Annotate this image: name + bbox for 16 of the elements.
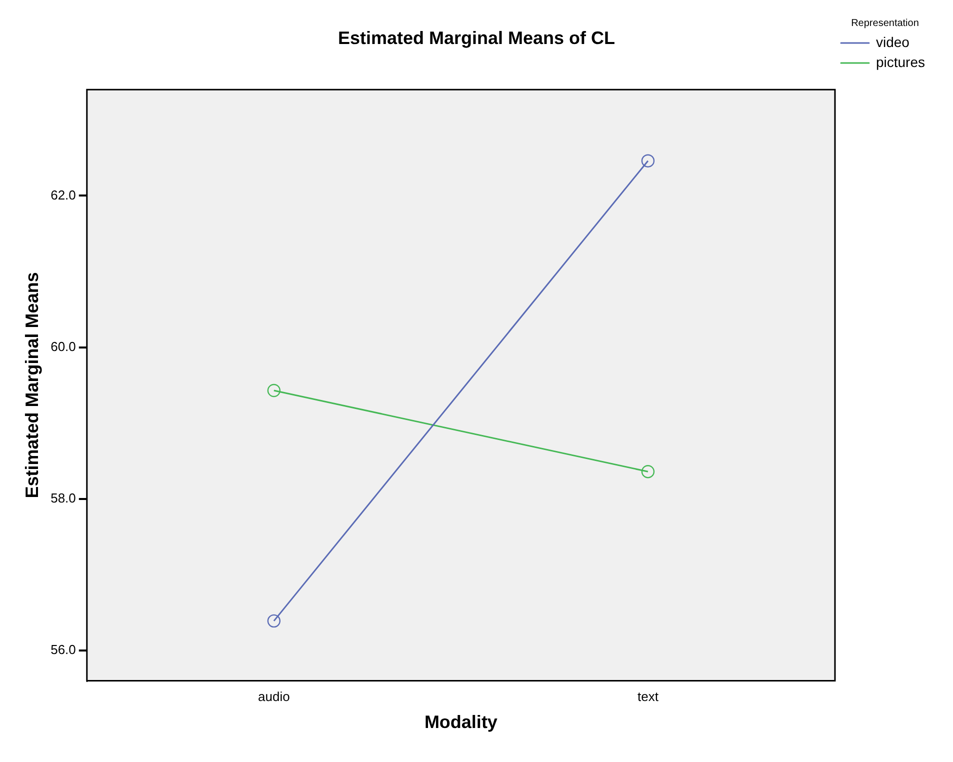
y-tick-label: 56.0 (50, 642, 76, 658)
legend-title: Representation (851, 18, 919, 29)
y-axis-title: Estimated Marginal Means (22, 272, 42, 498)
legend-label: video (876, 34, 910, 50)
point (267, 384, 281, 398)
x-axis-title: Modality (424, 712, 498, 732)
y-tick-label: 60.0 (50, 338, 76, 354)
x-tick-label: text (637, 689, 659, 704)
point (267, 614, 281, 628)
chart-title: Estimated Marginal Means of CL (338, 28, 616, 48)
point (641, 154, 655, 168)
point (641, 465, 655, 478)
legend-label: pictures (876, 54, 926, 70)
x-tick-label: audio (258, 689, 290, 704)
y-tick-label: 58.0 (50, 490, 76, 506)
y-tick-label: 62.0 (50, 187, 76, 202)
